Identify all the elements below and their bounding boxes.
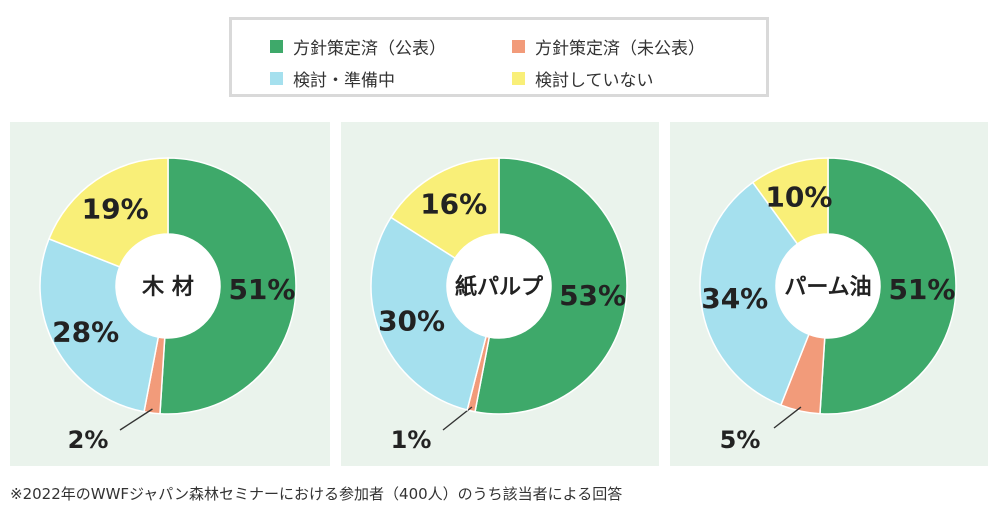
leader-line-wood-unpublished [119, 408, 153, 431]
legend-swatch-considering [270, 72, 283, 85]
donut-chart-wood: 51% 2% 28% 19% 木 材 [39, 157, 297, 454]
donut-hole-pulp [447, 234, 551, 338]
donut-chart-palm-oil: 51% 5% 34% 10% パーム油 [699, 157, 957, 454]
legend-label-unpublished: 方針策定済（未公表） [535, 39, 705, 59]
label-pulp-considering: 30% [378, 305, 445, 338]
donut-hole-palm-oil [776, 234, 880, 338]
leader-line-palm-oil-unpublished [773, 406, 802, 429]
legend-item-published: 方針策定済（公表） [270, 34, 446, 59]
legend-label-not-considering: 検討していない [535, 71, 654, 91]
label-palm-oil-considering: 34% [701, 282, 768, 315]
legend-item-not-considering: 検討していない [512, 66, 654, 91]
legend-swatch-not-considering [512, 72, 525, 85]
footnote: ※2022年のWWFジャパン森林セミナーにおける参加者（400人）のうち該当者に… [10, 485, 623, 503]
legend-swatch-published [270, 40, 283, 53]
donut-chart-pulp: 53% 1% 30% 16% 紙パルプ [370, 157, 628, 454]
label-palm-oil-not-considering: 10% [765, 181, 832, 214]
legend-label-published: 方針策定済（公表） [293, 39, 446, 59]
label-wood-unpublished: 2% [68, 426, 109, 454]
panel-palm-oil: 51% 5% 34% 10% パーム油 [670, 122, 988, 466]
center-title-pulp: 紙パルプ [455, 274, 544, 300]
legend-item-considering: 検討・準備中 [270, 66, 395, 91]
leader-line-pulp-unpublished [442, 406, 473, 431]
label-pulp-unpublished: 1% [391, 426, 432, 454]
donut-hole-wood [116, 234, 220, 338]
legend-item-unpublished: 方針策定済（未公表） [512, 34, 705, 59]
legend-swatch-unpublished [512, 40, 525, 53]
label-wood-published: 51% [228, 273, 295, 306]
legend-label-considering: 検討・準備中 [293, 71, 395, 91]
center-title-wood: 木 材 [141, 275, 194, 300]
center-title-palm-oil: パーム油 [784, 275, 871, 300]
panel-pulp: 53% 1% 30% 16% 紙パルプ [341, 122, 659, 466]
label-pulp-not-considering: 16% [420, 188, 487, 221]
panel-wood: 51% 2% 28% 19% 木 材 [10, 122, 330, 466]
legend: 方針策定済（公表） 方針策定済（未公表） 検討・準備中 検討していない [229, 17, 769, 97]
label-palm-oil-unpublished: 5% [720, 426, 761, 454]
label-palm-oil-published: 51% [888, 273, 955, 306]
label-pulp-published: 53% [559, 279, 626, 312]
slice-palm-oil-published [819, 157, 957, 415]
label-wood-considering: 28% [52, 315, 119, 348]
slice-wood-published [159, 157, 297, 415]
label-wood-not-considering: 19% [82, 192, 149, 225]
